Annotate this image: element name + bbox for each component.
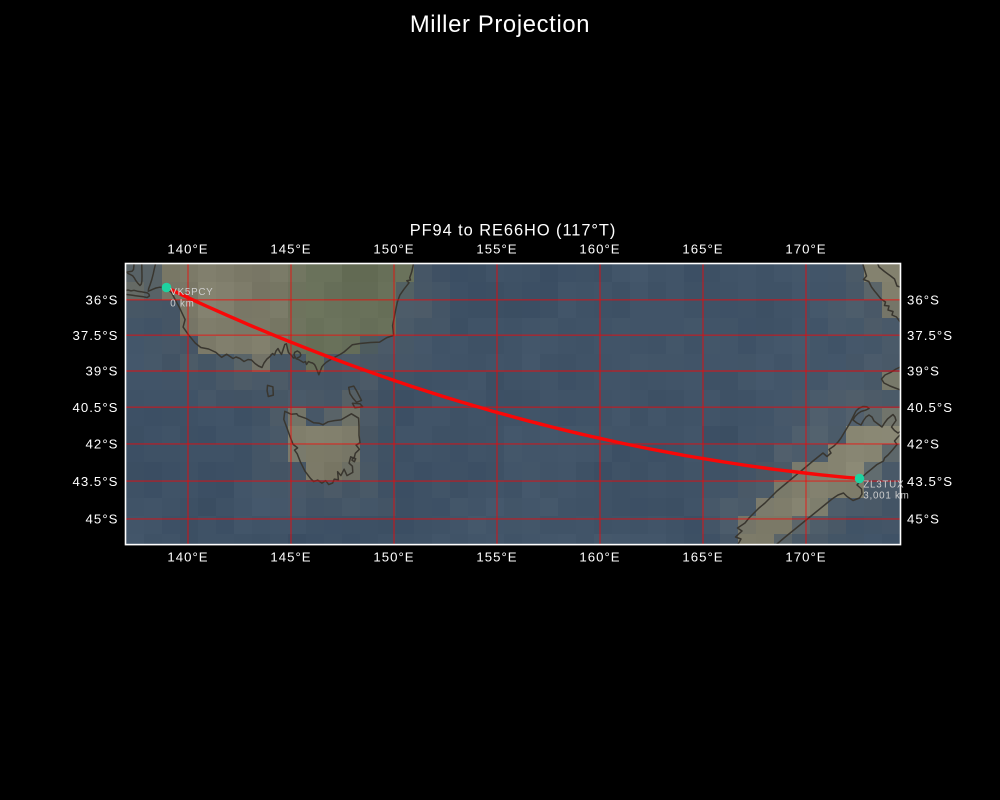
- svg-text:140°E: 140°E: [167, 242, 208, 257]
- svg-text:Miller Projection: Miller Projection: [410, 11, 590, 38]
- svg-text:VK5PCY: VK5PCY: [170, 287, 213, 298]
- svg-text:150°E: 150°E: [373, 549, 414, 564]
- svg-text:165°E: 165°E: [682, 549, 723, 564]
- svg-text:39°S: 39°S: [907, 364, 940, 379]
- svg-text:36°S: 36°S: [907, 293, 940, 308]
- svg-text:145°E: 145°E: [270, 242, 311, 257]
- svg-text:42°S: 42°S: [86, 437, 119, 452]
- svg-text:3,001 km: 3,001 km: [863, 491, 909, 502]
- svg-text:43.5°S: 43.5°S: [72, 474, 118, 489]
- svg-text:0 km: 0 km: [170, 299, 194, 310]
- svg-text:170°E: 170°E: [785, 549, 826, 564]
- svg-text:45°S: 45°S: [907, 512, 940, 527]
- svg-text:42°S: 42°S: [907, 437, 940, 452]
- svg-text:165°E: 165°E: [682, 242, 723, 257]
- svg-text:ZL3TUX: ZL3TUX: [863, 479, 904, 490]
- svg-text:145°E: 145°E: [270, 549, 311, 564]
- svg-text:PF94 to RE66HO (117°T): PF94 to RE66HO (117°T): [410, 221, 617, 239]
- svg-text:43.5°S: 43.5°S: [907, 474, 953, 489]
- svg-text:40.5°S: 40.5°S: [907, 400, 953, 415]
- svg-text:155°E: 155°E: [476, 549, 517, 564]
- svg-text:45°S: 45°S: [86, 512, 119, 527]
- svg-text:37.5°S: 37.5°S: [907, 328, 953, 343]
- svg-text:37.5°S: 37.5°S: [72, 328, 118, 343]
- svg-text:36°S: 36°S: [86, 293, 119, 308]
- svg-text:155°E: 155°E: [476, 242, 517, 257]
- svg-text:160°E: 160°E: [579, 242, 620, 257]
- svg-text:160°E: 160°E: [579, 549, 620, 564]
- svg-text:170°E: 170°E: [785, 242, 826, 257]
- svg-text:150°E: 150°E: [373, 242, 414, 257]
- svg-text:140°E: 140°E: [167, 549, 208, 564]
- svg-text:40.5°S: 40.5°S: [72, 400, 118, 415]
- svg-text:39°S: 39°S: [86, 364, 119, 379]
